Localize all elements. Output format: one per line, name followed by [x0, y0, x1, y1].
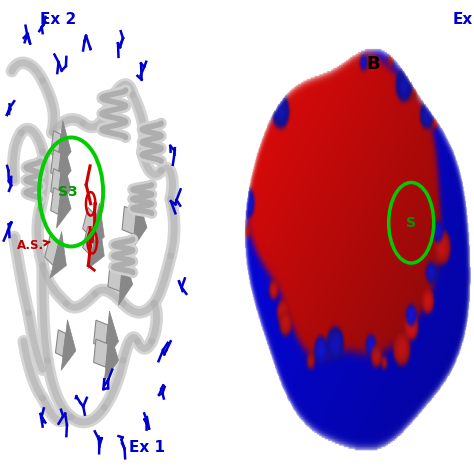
Text: S: S [406, 216, 416, 230]
Polygon shape [56, 140, 71, 190]
Polygon shape [61, 320, 76, 370]
Text: Ex: Ex [453, 12, 473, 27]
Polygon shape [133, 197, 147, 248]
Polygon shape [82, 208, 96, 237]
Polygon shape [50, 231, 66, 278]
Polygon shape [94, 320, 108, 348]
Polygon shape [88, 222, 104, 269]
Text: B: B [366, 55, 380, 73]
Text: Ex 1: Ex 1 [129, 440, 165, 455]
Polygon shape [108, 263, 122, 292]
Polygon shape [104, 311, 118, 362]
Polygon shape [118, 254, 133, 305]
Polygon shape [56, 178, 71, 228]
Polygon shape [122, 206, 137, 235]
Polygon shape [51, 188, 61, 214]
Text: A.S.: A.S. [17, 239, 50, 252]
Text: S3: S3 [58, 185, 77, 199]
Polygon shape [94, 339, 108, 367]
Polygon shape [56, 159, 71, 209]
Polygon shape [51, 169, 61, 195]
Polygon shape [45, 236, 58, 265]
Text: Ex 2: Ex 2 [40, 12, 76, 27]
Polygon shape [55, 330, 66, 356]
Polygon shape [88, 203, 104, 250]
Polygon shape [51, 150, 61, 176]
Polygon shape [82, 227, 96, 256]
Polygon shape [104, 330, 118, 381]
Polygon shape [56, 121, 71, 171]
Polygon shape [51, 131, 61, 157]
